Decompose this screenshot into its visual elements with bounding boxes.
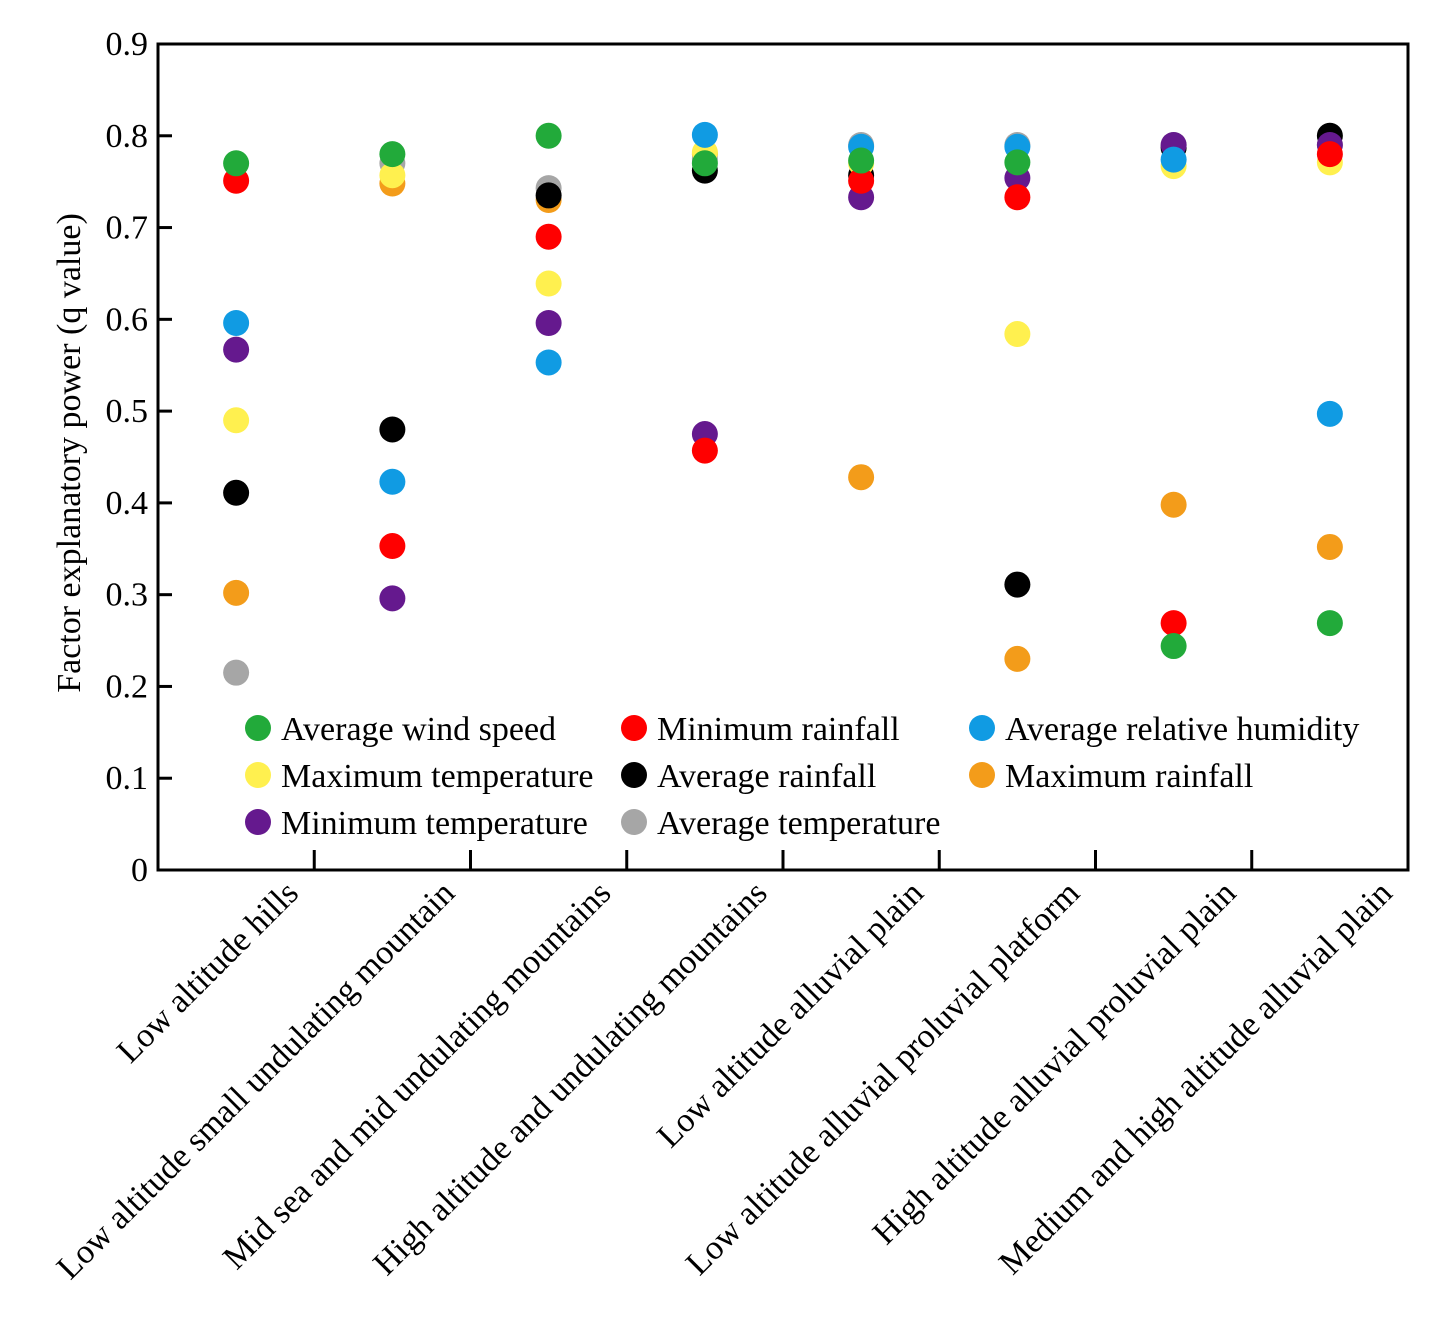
y-tick-label: 0.5 bbox=[106, 393, 149, 430]
legend-label: Average temperature bbox=[657, 805, 940, 842]
data-point bbox=[1160, 633, 1187, 660]
legend-marker bbox=[969, 715, 995, 741]
data-point bbox=[1160, 146, 1187, 173]
data-point bbox=[379, 162, 406, 189]
data-point bbox=[223, 479, 250, 506]
data-point bbox=[848, 147, 875, 174]
y-tick-label: 0.3 bbox=[106, 577, 149, 614]
data-point bbox=[1004, 571, 1031, 598]
legend-marker bbox=[245, 715, 271, 741]
data-point bbox=[1316, 610, 1343, 637]
data-point bbox=[1004, 149, 1031, 176]
x-category-label: Low altitude alluvial plain bbox=[650, 874, 931, 1155]
data-point bbox=[691, 437, 718, 464]
data-point bbox=[223, 336, 250, 363]
y-tick-label: 0.4 bbox=[106, 485, 149, 522]
data-point bbox=[1316, 533, 1343, 560]
y-tick-label: 0.9 bbox=[106, 26, 149, 63]
data-point bbox=[535, 349, 562, 376]
y-tick-label: 0.1 bbox=[106, 760, 149, 797]
data-point bbox=[535, 223, 562, 250]
data-point bbox=[691, 121, 718, 148]
legend-label: Average wind speed bbox=[281, 711, 556, 748]
data-point bbox=[535, 122, 562, 149]
data-point bbox=[223, 150, 250, 177]
y-tick-label: 0.2 bbox=[106, 668, 149, 705]
data-point bbox=[1004, 645, 1031, 672]
legend-label: Average rainfall bbox=[657, 758, 876, 795]
legend-label: Maximum temperature bbox=[281, 758, 594, 795]
data-point bbox=[223, 407, 250, 434]
legend-label: Maximum rainfall bbox=[1005, 758, 1253, 795]
data-point bbox=[848, 167, 875, 194]
data-point bbox=[535, 310, 562, 337]
data-point bbox=[379, 141, 406, 168]
data-point bbox=[1160, 610, 1187, 637]
y-tick-label: 0.8 bbox=[106, 118, 149, 155]
data-point bbox=[691, 150, 718, 177]
y-tick-label: 0.7 bbox=[106, 210, 149, 247]
data-point bbox=[379, 533, 406, 560]
y-tick-label: 0 bbox=[131, 852, 148, 889]
legend-marker bbox=[621, 715, 647, 741]
data-point bbox=[1004, 184, 1031, 211]
legend-marker bbox=[621, 809, 647, 835]
data-point bbox=[848, 464, 875, 491]
legend-marker bbox=[245, 762, 271, 788]
data-point bbox=[1316, 400, 1343, 427]
legend-label: Minimum temperature bbox=[281, 805, 588, 842]
data-point bbox=[223, 579, 250, 606]
legend-marker bbox=[621, 762, 647, 788]
y-axis-title: Factor explanatory power (q value) bbox=[51, 213, 88, 693]
legend-label: Average relative humidity bbox=[1005, 711, 1359, 748]
data-point bbox=[379, 585, 406, 612]
data-point bbox=[1160, 491, 1187, 518]
data-point bbox=[223, 310, 250, 337]
y-tick-label: 0.6 bbox=[106, 301, 149, 338]
legend-label: Minimum rainfall bbox=[657, 711, 900, 748]
data-point bbox=[535, 182, 562, 209]
legend-marker bbox=[969, 762, 995, 788]
legend-marker bbox=[245, 809, 271, 835]
data-point bbox=[535, 270, 562, 297]
data-point bbox=[1004, 321, 1031, 348]
data-point bbox=[379, 416, 406, 443]
data-point bbox=[379, 468, 406, 495]
data-point bbox=[223, 659, 250, 686]
data-point bbox=[1316, 141, 1343, 168]
